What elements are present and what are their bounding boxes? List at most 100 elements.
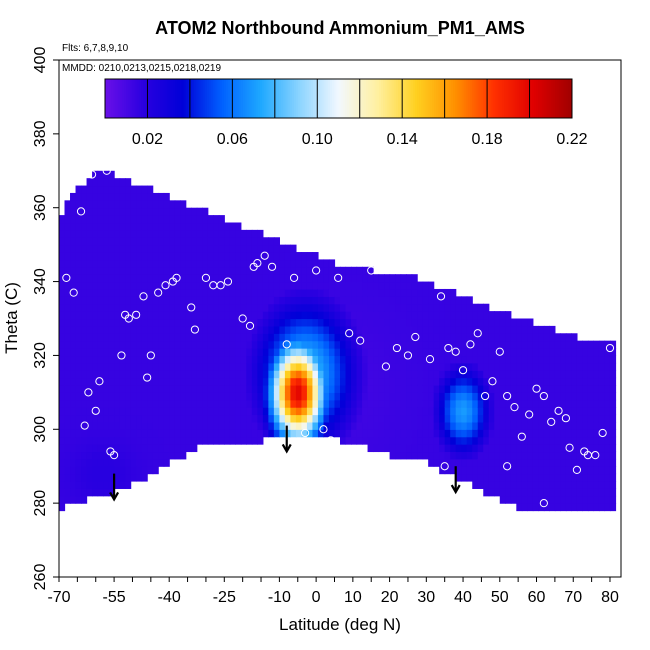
heatmap-cell — [202, 259, 209, 268]
heatmap-cell — [477, 480, 484, 489]
heatmap-cell — [538, 480, 545, 489]
heatmap-cell — [439, 444, 446, 453]
heatmap-cell — [119, 377, 126, 386]
heatmap-cell — [378, 340, 385, 349]
colorbar-swatch — [516, 79, 520, 118]
heatmap-cell — [125, 244, 132, 253]
heatmap-cell — [406, 377, 413, 386]
heatmap-cell — [378, 318, 385, 327]
colorbar-swatch — [400, 79, 403, 118]
heatmap-cell — [334, 266, 341, 275]
heatmap-cell — [301, 429, 308, 438]
heatmap-cell — [75, 207, 82, 216]
heatmap-cell — [152, 274, 159, 283]
heatmap-cell — [224, 252, 231, 261]
heatmap-cell — [235, 318, 242, 327]
heatmap-cell — [554, 355, 561, 364]
heatmap-cell — [262, 421, 269, 430]
colorbar-swatch — [353, 79, 356, 118]
heatmap-cell — [257, 288, 264, 297]
heatmap-cell — [378, 414, 385, 423]
heatmap-cell — [114, 392, 121, 401]
heatmap-cell — [125, 266, 132, 275]
heatmap-cell — [158, 288, 165, 297]
heatmap-cell — [582, 466, 589, 475]
heatmap-cell — [301, 259, 308, 268]
heatmap-cell — [141, 259, 148, 268]
heatmap-cell — [70, 296, 77, 305]
heatmap-cell — [494, 473, 501, 482]
heatmap-cell — [174, 207, 181, 216]
heatmap-cell — [92, 266, 99, 275]
colorbar-swatch — [283, 79, 286, 118]
heatmap-cell — [108, 311, 115, 320]
colorbar-tick-label: 0.10 — [302, 131, 333, 148]
heatmap-cell — [400, 288, 407, 297]
heatmap-cell — [163, 399, 170, 408]
heatmap-cell — [455, 399, 462, 408]
heatmap-cell — [571, 333, 578, 342]
heatmap-cell — [108, 325, 115, 334]
heatmap-cell — [185, 229, 192, 238]
heatmap-cell — [70, 237, 77, 246]
heatmap-cell — [521, 466, 528, 475]
heatmap-cell — [70, 333, 77, 342]
heatmap-cell — [345, 318, 352, 327]
heatmap-cell — [169, 362, 176, 371]
heatmap-cell — [345, 355, 352, 364]
heatmap-cell — [64, 480, 71, 489]
heatmap-cell — [119, 414, 126, 423]
heatmap-cell — [202, 377, 209, 386]
colorbar-swatch — [461, 79, 465, 118]
heatmap-cell — [295, 325, 303, 334]
heatmap-cell — [202, 318, 209, 327]
colorbar-frame — [104, 78, 573, 119]
heatmap-cell — [301, 325, 308, 334]
colorbar-swatch — [501, 79, 505, 118]
heatmap-cell — [64, 215, 71, 224]
heatmap-cell — [147, 259, 154, 268]
heatmap-cell — [516, 407, 523, 416]
heatmap-cell — [86, 303, 93, 312]
heatmap-cell — [224, 288, 231, 297]
heatmap-cell — [317, 288, 325, 297]
heatmap-cell — [163, 215, 170, 224]
heatmap-cell — [70, 429, 77, 438]
heatmap-cell — [70, 444, 77, 453]
heatmap-cell — [477, 340, 484, 349]
heatmap-cell — [351, 392, 358, 401]
heatmap-cell — [323, 421, 330, 430]
heatmap-cell — [114, 429, 121, 438]
heatmap-cell — [169, 436, 176, 445]
heatmap-cell — [103, 200, 110, 209]
heatmap-cell — [141, 377, 148, 386]
colorbar-swatch — [561, 79, 565, 118]
heatmap-cell — [483, 480, 490, 489]
heatmap-cell — [604, 436, 611, 445]
heatmap-cell — [75, 185, 82, 194]
heatmap-cell — [213, 288, 220, 297]
heatmap-cell — [521, 348, 528, 357]
heatmap-cell — [130, 444, 137, 453]
heatmap-cell — [103, 436, 110, 445]
heatmap-cell — [554, 362, 561, 371]
heatmap-cell — [130, 458, 137, 467]
heatmap-cell — [279, 399, 286, 408]
heatmap-cell — [317, 348, 325, 357]
heatmap-cell — [565, 495, 573, 504]
heatmap-cell — [560, 488, 567, 497]
heatmap-cell — [180, 244, 187, 253]
heatmap-cell — [328, 288, 336, 297]
heatmap-cell — [125, 392, 132, 401]
heatmap-cell — [235, 429, 242, 438]
heatmap-cell — [604, 466, 611, 475]
heatmap-cell — [373, 303, 380, 312]
heatmap-cell — [130, 370, 137, 379]
heatmap-cell — [367, 384, 374, 393]
heatmap-cell — [461, 451, 468, 460]
heatmap-cell — [240, 340, 247, 349]
heatmap-cell — [130, 333, 137, 342]
heatmap-cell — [97, 274, 104, 283]
heatmap-cell — [516, 340, 523, 349]
heatmap-cell — [505, 384, 512, 393]
